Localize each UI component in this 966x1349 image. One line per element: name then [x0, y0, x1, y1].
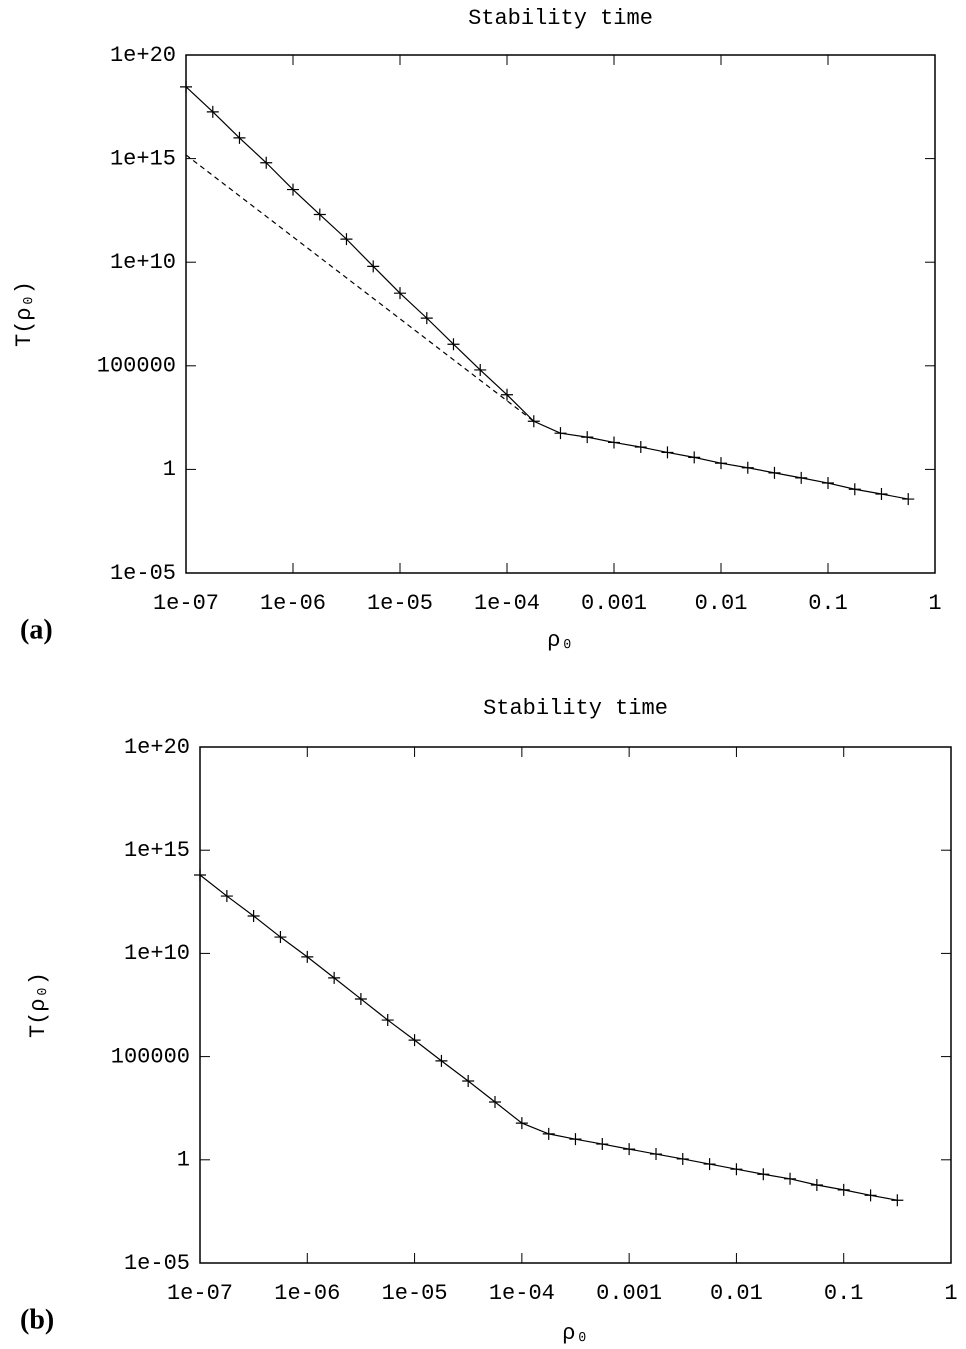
point-marker — [260, 156, 273, 169]
x-tick-label: 0.1 — [824, 1281, 864, 1306]
point-marker — [688, 451, 701, 464]
point-marker — [501, 388, 513, 401]
y-tick-label: 1e+15 — [110, 146, 176, 171]
point-marker — [795, 471, 808, 484]
plot-frame — [199, 746, 952, 1264]
y-tick-label: 1e+20 — [110, 43, 176, 68]
series-line — [185, 86, 909, 500]
point-marker — [730, 1163, 743, 1176]
y-tick-label: 100000 — [111, 1044, 190, 1069]
y-tick-label: 1e-05 — [110, 561, 176, 586]
y-tick-label: 1e+10 — [110, 250, 176, 275]
point-marker — [715, 457, 727, 470]
point-marker — [650, 1148, 663, 1161]
y-tick-label: 1 — [177, 1148, 190, 1173]
x-tick-label: 0.01 — [710, 1281, 763, 1306]
point-marker — [489, 1096, 502, 1109]
point-marker — [676, 1152, 689, 1165]
point-marker — [784, 1172, 797, 1185]
point-marker — [623, 1143, 636, 1156]
point-marker — [581, 431, 594, 444]
x-tick-label: 1e-05 — [367, 591, 433, 616]
x-tick-label: 1e-04 — [489, 1281, 555, 1306]
point-marker — [408, 1034, 421, 1047]
y-axis-label: T(ρ₀) — [12, 281, 37, 347]
x-axis-label: ρ₀ — [562, 1321, 588, 1346]
point-marker — [220, 890, 233, 903]
point-marker — [462, 1074, 475, 1087]
point-marker — [741, 461, 754, 474]
y-tick-label: 1e+10 — [124, 941, 190, 966]
point-marker — [848, 483, 861, 496]
point-marker — [757, 1168, 770, 1181]
point-marker — [837, 1183, 850, 1196]
x-tick-label: 1e-06 — [260, 591, 326, 616]
point-marker — [768, 466, 781, 479]
point-marker — [354, 992, 367, 1005]
series-line — [185, 154, 535, 422]
panel-label: (a) — [20, 614, 53, 645]
point-marker — [554, 427, 567, 440]
point-marker — [435, 1054, 448, 1067]
point-marker — [810, 1179, 823, 1192]
point-marker — [569, 1133, 582, 1146]
point-marker — [287, 183, 299, 196]
point-marker — [634, 441, 647, 454]
point-marker — [180, 80, 192, 93]
y-axis-label: T(ρ₀) — [26, 972, 51, 1038]
x-tick-label: 0.01 — [695, 591, 748, 616]
y-tick-label: 1e+15 — [124, 838, 190, 863]
point-marker — [233, 131, 246, 144]
point-marker — [864, 1189, 877, 1202]
point-marker — [703, 1158, 716, 1171]
point-marker — [474, 363, 487, 376]
point-marker — [608, 436, 620, 449]
point-marker — [206, 105, 219, 118]
point-marker — [194, 868, 206, 881]
x-tick-label: 0.1 — [808, 591, 848, 616]
series-line — [199, 874, 898, 1201]
panel-label: (b) — [20, 1304, 54, 1335]
x-axis-label: ρ₀ — [547, 628, 573, 653]
point-marker — [661, 446, 674, 459]
plot-frame — [185, 54, 936, 574]
point-marker — [381, 1014, 394, 1027]
chart-title: Stability time — [468, 6, 653, 31]
point-marker — [394, 287, 406, 300]
point-marker — [328, 971, 341, 984]
point-marker — [447, 338, 460, 351]
y-tick-label: 1e+20 — [124, 735, 190, 760]
point-marker — [596, 1138, 609, 1151]
point-marker — [822, 477, 834, 490]
x-tick-label: 0.001 — [596, 1281, 662, 1306]
x-tick-label: 1e-07 — [153, 591, 219, 616]
point-marker — [875, 487, 888, 500]
point-marker — [527, 415, 540, 428]
point-marker — [301, 950, 314, 963]
x-tick-label: 0.001 — [581, 591, 647, 616]
x-tick-label: 1 — [944, 1281, 957, 1306]
chart-title: Stability time — [483, 696, 668, 721]
x-tick-label: 1e-05 — [382, 1281, 448, 1306]
point-marker — [420, 312, 433, 325]
point-marker — [313, 208, 326, 221]
point-marker — [367, 260, 380, 273]
x-tick-label: 1 — [928, 591, 941, 616]
point-marker — [340, 233, 353, 246]
y-tick-label: 100000 — [97, 354, 176, 379]
point-marker — [274, 931, 287, 944]
x-tick-label: 1e-06 — [274, 1281, 340, 1306]
point-marker — [247, 909, 260, 922]
x-tick-label: 1e-04 — [474, 591, 540, 616]
y-tick-label: 1e-05 — [124, 1251, 190, 1276]
point-marker — [542, 1127, 555, 1140]
point-marker — [902, 493, 915, 506]
point-marker — [515, 1117, 528, 1130]
point-marker — [891, 1194, 904, 1207]
y-tick-label: 1 — [163, 457, 176, 482]
x-tick-label: 1e-07 — [167, 1281, 233, 1306]
